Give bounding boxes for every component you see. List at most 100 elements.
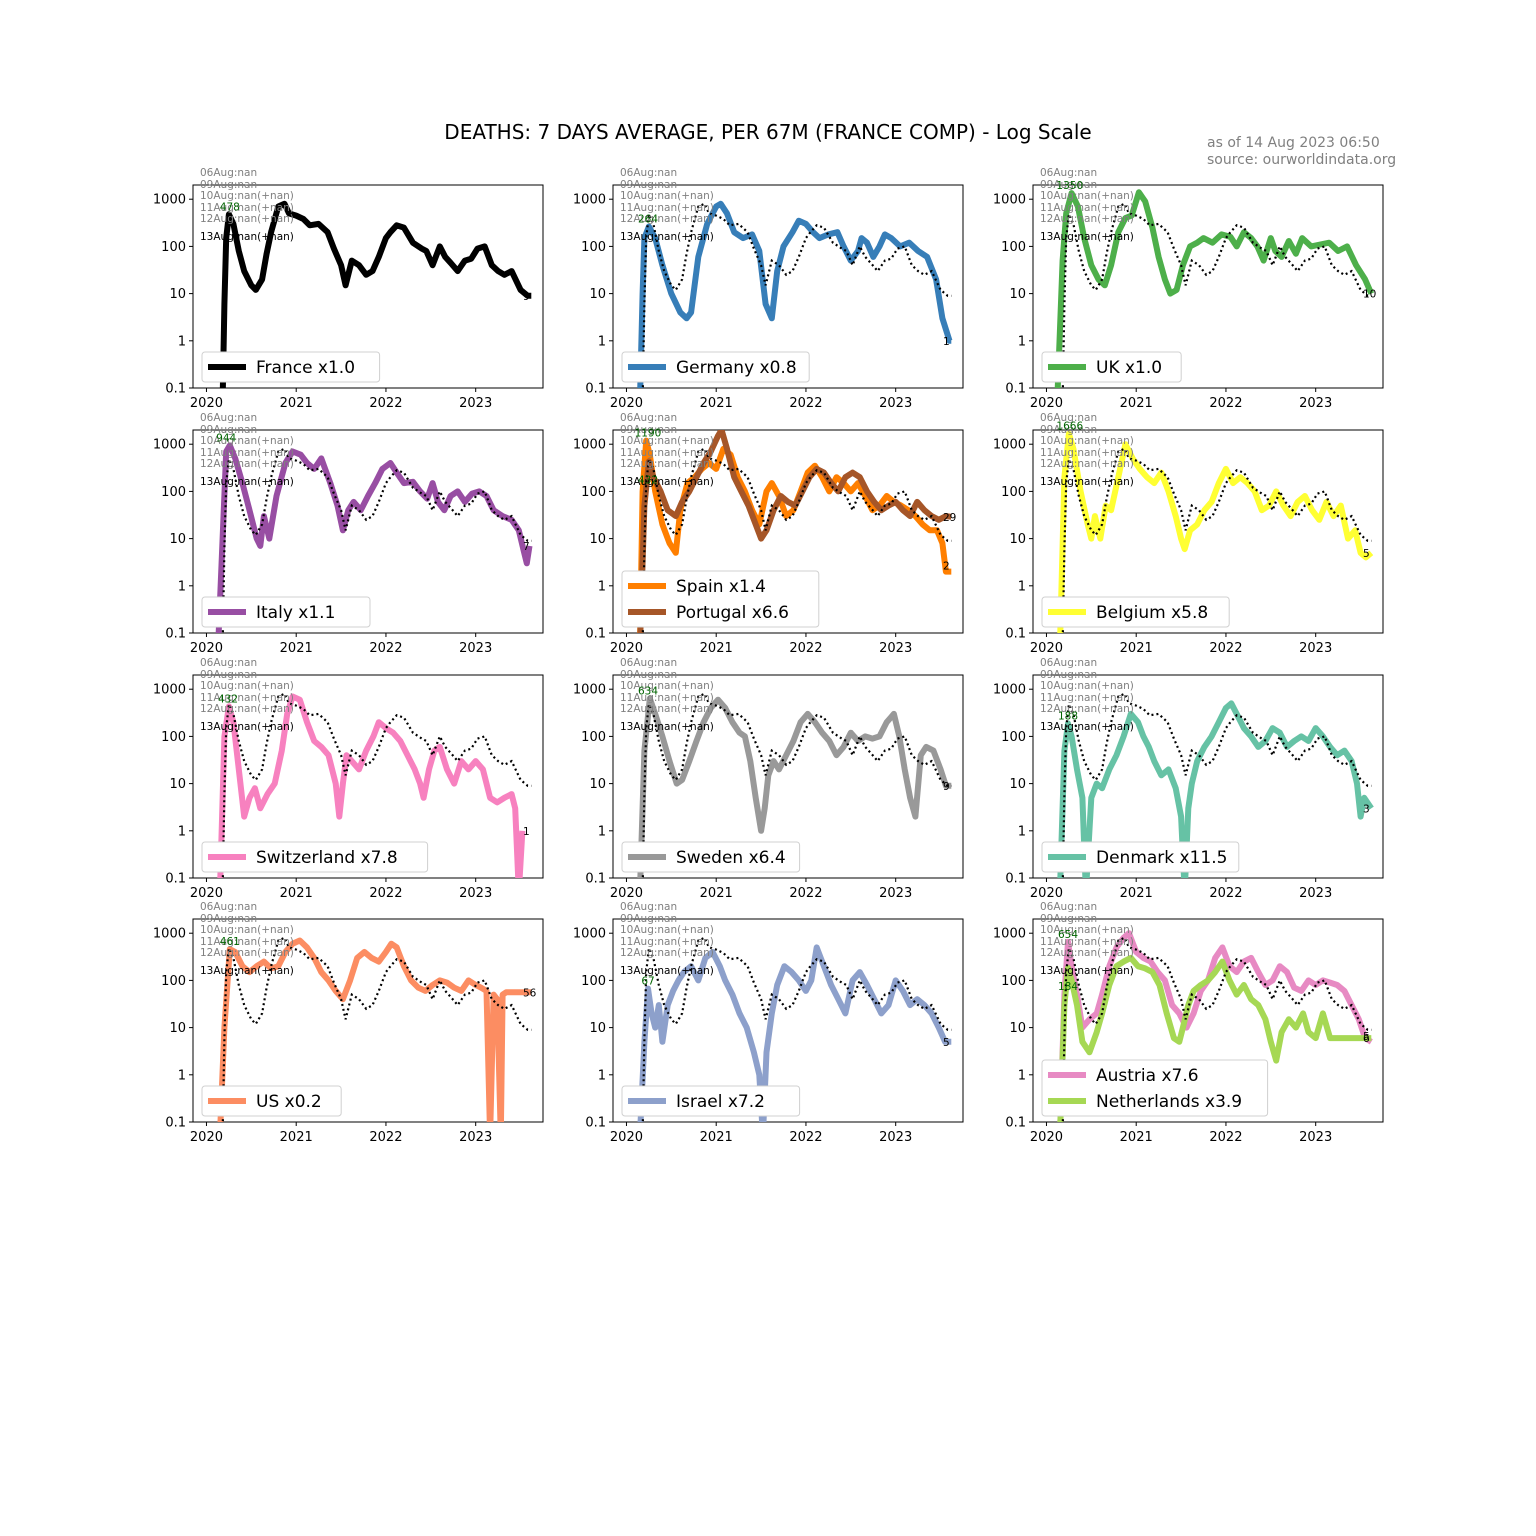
daily-note: 11Aug:nan(+nan) <box>620 447 714 459</box>
daily-note: 10Aug:nan(+nan) <box>1040 680 1134 692</box>
plot-area <box>1057 692 1374 878</box>
series-line <box>637 944 952 1122</box>
legend-box <box>201 596 371 628</box>
legend-box <box>1041 351 1182 383</box>
daily-note: 12Aug:nan(+nan) <box>620 213 714 225</box>
x-tick-label: 2020 <box>610 1130 643 1145</box>
legend-label: Germany x0.8 <box>676 358 797 378</box>
daily-note: 10Aug:nan(+nan) <box>620 680 714 692</box>
y-tick-label: 0.1 <box>165 1116 186 1131</box>
axes-frame <box>612 429 964 634</box>
x-tick-label: 2023 <box>879 886 912 901</box>
x-tick-label: 2021 <box>1120 1130 1153 1145</box>
daily-note: 09Aug:nan <box>1040 424 1097 436</box>
y-tick-label: 1000 <box>153 927 186 942</box>
y-tick-label: 1 <box>178 579 186 594</box>
peak-label: 1190 <box>635 428 662 440</box>
y-tick-label: 0.1 <box>165 872 186 887</box>
reference-line <box>641 202 952 388</box>
reference-line <box>1061 692 1372 878</box>
daily-note: 06Aug:nan <box>1040 657 1097 669</box>
daily-note: 13Aug:nan(+nan) <box>620 231 714 243</box>
panel-0: 0.1 1 10 100 1000 2020 2021 2022 2023 06Aug:nan09… <box>153 167 544 411</box>
y-tick-label: 0.1 <box>585 627 606 642</box>
plot-area <box>1057 930 1373 1122</box>
y-tick-label: 1 <box>1018 579 1026 594</box>
legend-box <box>1041 596 1230 628</box>
reference-line <box>1061 447 1372 633</box>
end-value-label: 1 <box>943 336 950 348</box>
legend-label: Sweden x6.4 <box>676 848 786 868</box>
y-tick-label: 1 <box>1018 334 1026 349</box>
x-tick-label: 2023 <box>459 1130 492 1145</box>
legend-box <box>201 351 381 383</box>
end-value-label: 7 <box>523 541 530 553</box>
y-tick-label: 10 <box>589 287 606 302</box>
series-line <box>1057 700 1374 878</box>
daily-note: 09Aug:nan <box>620 913 677 925</box>
end-value-label: 3 <box>1363 803 1370 815</box>
x-tick-label: 2023 <box>879 396 912 411</box>
y-tick-label: 10 <box>1009 777 1026 792</box>
axes-frame <box>192 184 544 389</box>
series-line <box>217 693 526 878</box>
axes-frame <box>612 184 964 389</box>
x-tick-label: 2023 <box>1299 886 1332 901</box>
end-value-label: 2 <box>943 561 950 573</box>
legend-box <box>201 841 429 873</box>
daily-note: 06Aug:nan <box>1040 167 1097 179</box>
series-line <box>1057 430 1374 633</box>
y-tick-label: 100 <box>1001 974 1026 989</box>
y-tick-label: 1000 <box>153 193 186 208</box>
legend-box <box>621 570 820 628</box>
chart-title: DEATHS: 7 DAYS AVERAGE, PER 67M (FRANCE … <box>444 120 1091 144</box>
x-tick-label: 2022 <box>369 1130 402 1145</box>
y-tick-label: 0.1 <box>585 1116 606 1131</box>
x-tick-label: 2022 <box>369 886 402 901</box>
daily-note: 11Aug:nan(+nan) <box>200 936 294 948</box>
daily-note: 06Aug:nan <box>620 657 677 669</box>
end-value-label: 9 <box>523 291 530 303</box>
legend-box <box>1041 1059 1269 1117</box>
daily-note: 12Aug:nan(+nan) <box>1040 947 1134 959</box>
plot-area <box>1054 189 1375 388</box>
legend-label: Netherlands x3.9 <box>1096 1092 1242 1112</box>
y-tick-label: 1000 <box>153 438 186 453</box>
axes-frame <box>612 918 964 1123</box>
legend-box <box>201 1085 342 1117</box>
x-tick-label: 2021 <box>700 886 733 901</box>
legend-label: UK x1.0 <box>1096 358 1162 378</box>
axes-frame <box>192 429 544 634</box>
plot-area <box>637 692 952 878</box>
x-tick-label: 2020 <box>610 396 643 411</box>
panel-5: 0.1 1 10 100 1000 2020 2021 2022 2023 06Aug:nan09… <box>993 412 1384 656</box>
daily-note: 10Aug:nan(+nan) <box>620 924 714 936</box>
axes-frame <box>1032 918 1384 1123</box>
daily-note: 12Aug:nan(+nan) <box>200 703 294 715</box>
y-tick-label: 100 <box>1001 485 1026 500</box>
x-tick-label: 2022 <box>369 396 402 411</box>
y-tick-label: 100 <box>161 974 186 989</box>
panel-3: 0.1 1 10 100 1000 2020 2021 2022 2023 06Aug:nan09… <box>153 412 544 656</box>
plot-area <box>217 936 532 1122</box>
series-line <box>219 200 532 388</box>
y-tick-label: 0.1 <box>585 872 606 887</box>
daily-note: 12Aug:nan(+nan) <box>620 947 714 959</box>
legend-label: France x1.0 <box>256 358 355 378</box>
reference-line <box>221 447 532 633</box>
daily-note: 12Aug:nan(+nan) <box>200 458 294 470</box>
x-tick-label: 2020 <box>190 396 223 411</box>
y-tick-label: 1 <box>178 334 186 349</box>
x-tick-label: 2021 <box>280 396 313 411</box>
panel-6: 0.1 1 10 100 1000 2020 2021 2022 2023 06Aug:nan09… <box>153 657 544 901</box>
peak-label: 184 <box>1058 981 1078 993</box>
y-tick-label: 1000 <box>993 438 1026 453</box>
legend-label: Spain x1.4 <box>676 577 766 597</box>
peak-label: 432 <box>638 474 658 486</box>
daily-note: 06Aug:nan <box>620 412 677 424</box>
daily-note: 10Aug:nan(+nan) <box>620 190 714 202</box>
as-of-label: as of 14 Aug 2023 06:50 <box>1207 135 1380 151</box>
y-tick-label: 100 <box>161 485 186 500</box>
panel-4: 0.1 1 10 100 1000 2020 2021 2022 2023 06Aug:nan09… <box>573 412 964 656</box>
peak-label: 67 <box>641 976 654 988</box>
